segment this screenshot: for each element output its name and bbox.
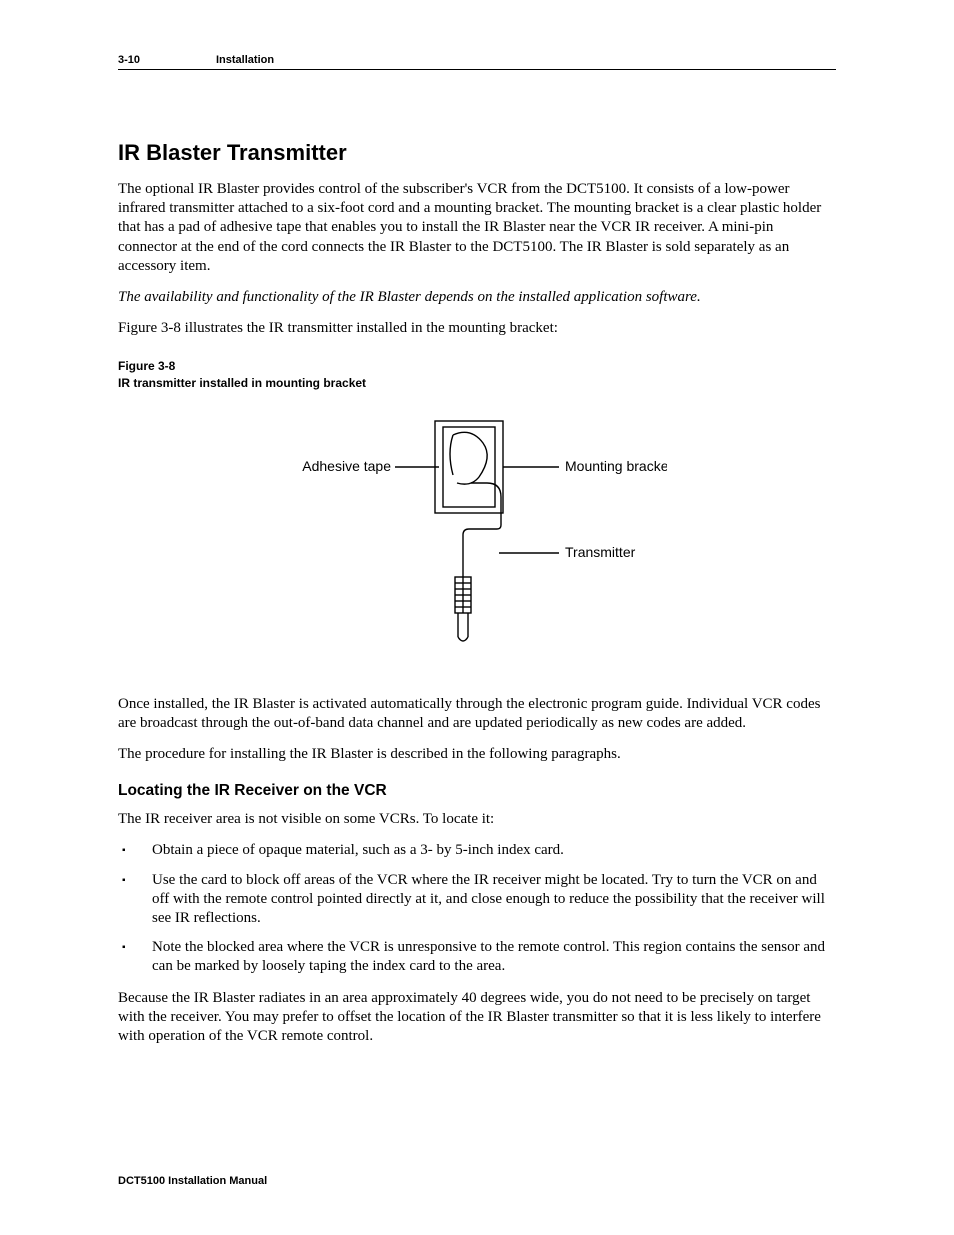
figure-diagram: Adhesive tape Mounting bracket Transmitt… bbox=[118, 409, 836, 669]
list-item: Use the card to block off areas of the V… bbox=[118, 871, 836, 929]
paragraph-intro: The optional IR Blaster provides control… bbox=[118, 180, 836, 276]
paragraph-activation: Once installed, the IR Blaster is activa… bbox=[118, 695, 836, 733]
running-header: 3-10 Installation bbox=[118, 54, 836, 70]
label-transmitter: Transmitter bbox=[565, 544, 636, 560]
section-title: IR Blaster Transmitter bbox=[118, 140, 836, 166]
paragraph-procedure: The procedure for installing the IR Blas… bbox=[118, 745, 836, 764]
paragraph-availability: The availability and functionality of th… bbox=[118, 288, 836, 307]
header-page-number: 3-10 bbox=[118, 54, 216, 66]
label-mounting-bracket: Mounting bracket bbox=[565, 458, 667, 474]
paragraph-figref: Figure 3-8 illustrates the IR transmitte… bbox=[118, 319, 836, 338]
footer-text: DCT5100 Installation Manual bbox=[118, 1175, 267, 1187]
paragraph-radiation: Because the IR Blaster radiates in an ar… bbox=[118, 989, 836, 1047]
paragraph-locate-intro: The IR receiver area is not visible on s… bbox=[118, 810, 836, 829]
list-item: Note the blocked area where the VCR is u… bbox=[118, 938, 836, 976]
label-adhesive-tape: Adhesive tape bbox=[302, 458, 391, 474]
page: 3-10 Installation IR Blaster Transmitter… bbox=[0, 0, 954, 1046]
header-section: Installation bbox=[216, 54, 274, 66]
list-item: Obtain a piece of opaque material, such … bbox=[118, 841, 836, 860]
ir-transmitter-diagram-icon: Adhesive tape Mounting bracket Transmitt… bbox=[287, 409, 667, 669]
bullet-list: Obtain a piece of opaque material, such … bbox=[118, 841, 836, 976]
figure-caption: Figure 3-8 IR transmitter installed in m… bbox=[118, 358, 836, 390]
figure-caption-text: IR transmitter installed in mounting bra… bbox=[118, 376, 366, 390]
subsection-title: Locating the IR Receiver on the VCR bbox=[118, 782, 836, 800]
figure-number: Figure 3-8 bbox=[118, 359, 175, 373]
